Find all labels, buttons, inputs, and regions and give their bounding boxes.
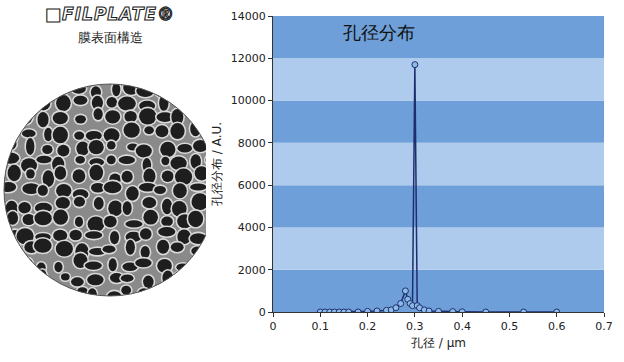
svg-text:0.5: 0.5 xyxy=(501,320,519,333)
svg-text:孔径分布 / A.U.: 孔径分布 / A.U. xyxy=(210,122,224,206)
svg-text:12000: 12000 xyxy=(231,52,266,65)
svg-text:0.1: 0.1 xyxy=(312,320,330,333)
svg-text:0: 0 xyxy=(270,320,277,333)
svg-text:膜表面構造: 膜表面構造 xyxy=(78,30,143,45)
svg-text:0.2: 0.2 xyxy=(359,320,377,333)
svg-text:孔径分布: 孔径分布 xyxy=(343,22,415,43)
svg-text:0.4: 0.4 xyxy=(453,320,471,333)
svg-text:孔径 / μm: 孔径 / μm xyxy=(411,336,466,350)
svg-text:6000: 6000 xyxy=(238,179,266,192)
svg-text:0.3: 0.3 xyxy=(406,320,424,333)
svg-text:8000: 8000 xyxy=(238,137,266,150)
svg-text:4000: 4000 xyxy=(238,221,266,234)
svg-text:2000: 2000 xyxy=(238,264,266,277)
svg-text:■FILPLATE®: ■FILPLATE® xyxy=(45,4,175,24)
svg-text:0.7: 0.7 xyxy=(595,320,613,333)
svg-text:0: 0 xyxy=(259,306,266,319)
svg-text:14000: 14000 xyxy=(231,10,266,23)
svg-text:10000: 10000 xyxy=(231,94,266,107)
svg-text:0.6: 0.6 xyxy=(548,320,566,333)
